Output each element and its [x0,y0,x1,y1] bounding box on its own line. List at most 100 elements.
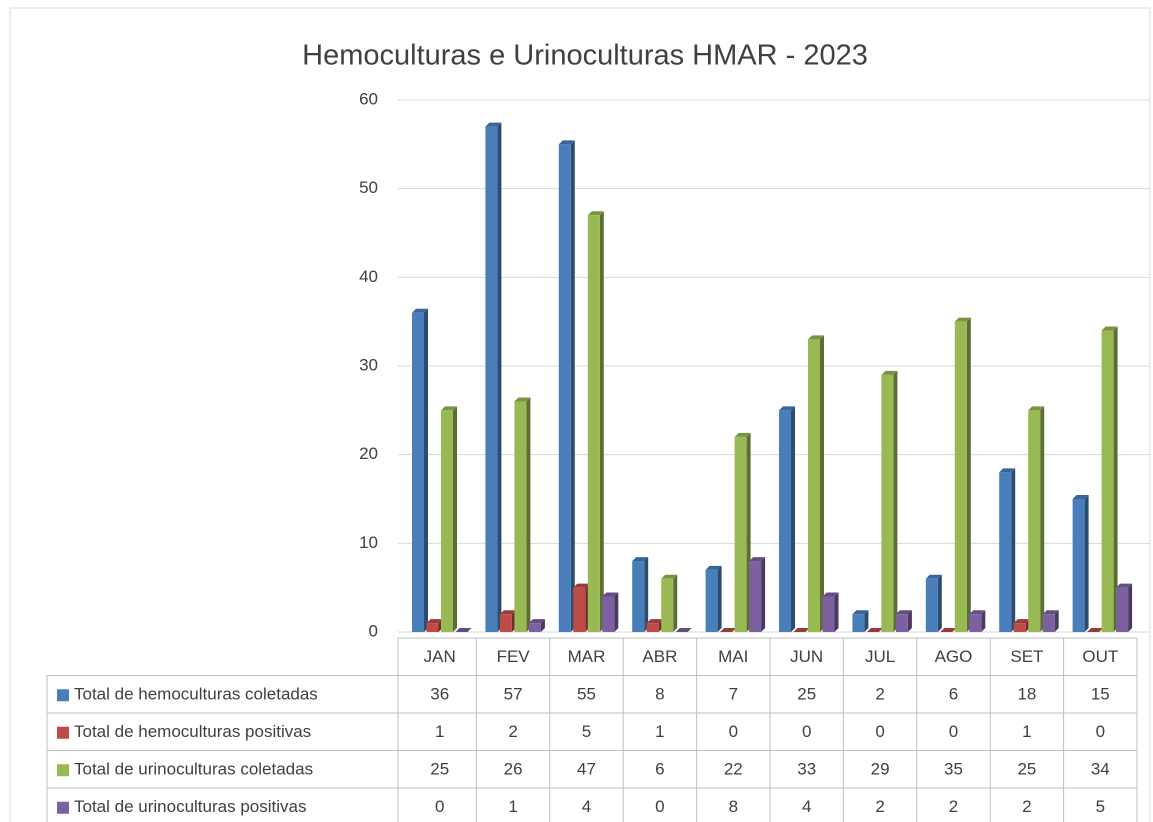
legend-swatch [57,764,69,777]
bar [734,436,747,632]
table-value: 55 [577,685,596,704]
table-value: 6 [949,685,958,704]
bar-side [717,565,722,632]
y-tick-label: 20 [359,444,378,463]
table-value: 29 [871,760,890,779]
bar [1028,410,1041,632]
bar [441,410,453,632]
bar [705,569,718,632]
y-tick-label: 30 [359,355,378,374]
bar-top [940,628,957,632]
bar-side [424,308,428,632]
table-value: 18 [1017,685,1036,704]
bar-top [646,619,663,624]
table-value: 26 [504,760,523,779]
x-tick-label: AGO [935,647,973,666]
table-value: 0 [875,722,884,741]
bar-top [661,574,678,579]
bar [602,596,615,632]
chart-title: Hemoculturas e Urinoculturas HMAR - 2023 [302,40,868,72]
bar-top [852,610,869,615]
bar-side [937,574,942,632]
bar-top [779,406,795,411]
bar-top [969,610,986,615]
bar-side [540,619,545,632]
table-value: 0 [1096,722,1105,741]
legend-label: Total de hemoculturas positivas [74,722,311,741]
bar [646,623,659,632]
bar [528,623,541,632]
bar-top [573,583,590,588]
legend-label: Total de hemoculturas coletadas [74,685,318,704]
bar-side [761,557,766,632]
table-value: 4 [582,797,591,816]
bar [779,410,791,632]
table-value: 47 [577,760,596,779]
table-value: 8 [729,797,738,816]
table-value: 2 [875,797,884,816]
bar-side [907,610,912,632]
table-value: 25 [797,685,816,704]
y-tick-label: 50 [359,178,378,197]
table-value: 1 [655,722,664,741]
table-value: 35 [944,760,963,779]
table-value: 22 [724,760,743,779]
bar-top [499,610,516,615]
bar-top [1013,619,1030,624]
bar-top [705,565,722,570]
bar-top [485,122,502,127]
table-value: 36 [430,685,449,704]
bar-top [1101,326,1118,331]
bar-side [673,574,678,632]
bar-top [558,140,575,145]
bar-side [526,397,531,632]
bar-top [632,557,649,562]
x-tick-label: MAI [718,647,748,666]
bar-side [893,370,898,632]
table-value: 0 [802,722,811,741]
table-value: 1 [508,797,517,816]
x-tick-label: JAN [424,647,456,666]
bar-side [966,317,971,632]
table-value: 2 [508,722,517,741]
x-tick-label: OUT [1082,647,1118,666]
bar-side [1011,468,1016,632]
bar-side [453,406,457,632]
bar-side [820,335,824,632]
bar-top [1028,406,1045,411]
bar-side [864,610,869,632]
bar-top [881,370,898,375]
table-value: 1 [1022,722,1031,741]
bar-top [587,211,604,216]
table-value: 15 [1091,685,1110,704]
bar-side [1113,326,1118,632]
bar [954,321,967,632]
table-value: 4 [802,797,811,816]
bar [1072,499,1085,632]
table-value: 5 [1096,797,1105,816]
bar [1101,330,1114,632]
bar-top [895,610,912,615]
bar-top [808,335,824,340]
bar-top [734,432,751,437]
bar-side [1040,406,1045,632]
y-tick-label: 0 [369,621,378,640]
table-value: 0 [949,722,958,741]
bar [895,614,908,632]
legend-swatch [57,801,69,814]
bar-side [644,557,649,632]
bar [573,587,586,632]
table-value: 1 [435,722,444,741]
bar [925,578,938,632]
bar-side [981,610,986,632]
table-value: 0 [655,797,664,816]
table-value: 2 [1022,797,1031,816]
x-tick-label: FEV [497,647,531,666]
bar-side [570,140,575,633]
x-tick-label: SET [1010,647,1043,666]
bar-top [426,619,443,624]
legend-label: Total de urinoculturas positivas [74,797,306,816]
legend-swatch [57,689,69,702]
bar-side [1084,495,1089,632]
bar-top [441,406,457,411]
